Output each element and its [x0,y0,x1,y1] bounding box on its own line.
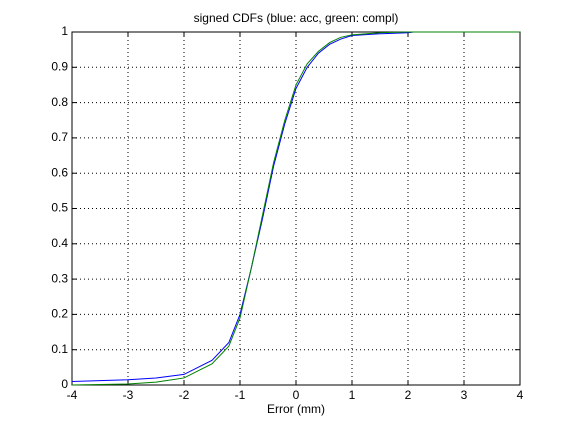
y-tick-label: 0.1 [51,342,68,356]
y-tick-label: 0.4 [51,236,68,250]
chart-title: signed CDFs (blue: acc, green: compl) [194,11,399,25]
y-tick-label: 0.8 [51,95,68,109]
series-line [71,31,520,386]
x-tick-label: -3 [123,388,134,402]
y-tick-label: 0 [61,377,68,391]
x-tick-label: 4 [517,388,524,402]
y-tick-label: 0.6 [51,165,68,179]
x-tick-label: -1 [235,388,246,402]
x-axis-label: Error (mm) [267,402,325,416]
x-tick-label: 3 [461,388,468,402]
y-tick-label: 0.2 [51,307,68,321]
y-tick-label: 0.7 [51,130,68,144]
plot-frame [71,31,521,386]
x-tick-label: 1 [349,388,356,402]
x-tick-label: -4 [67,388,78,402]
x-tick-label: 0 [293,388,300,402]
y-tick-label: 1 [61,24,68,38]
y-tick-label: 0.3 [51,271,68,285]
x-tick-label: -2 [179,388,190,402]
y-tick-label: 0.9 [51,59,68,73]
y-tick-label: 0.5 [51,201,68,215]
series-line [71,31,414,382]
x-tick-label: 2 [405,388,412,402]
